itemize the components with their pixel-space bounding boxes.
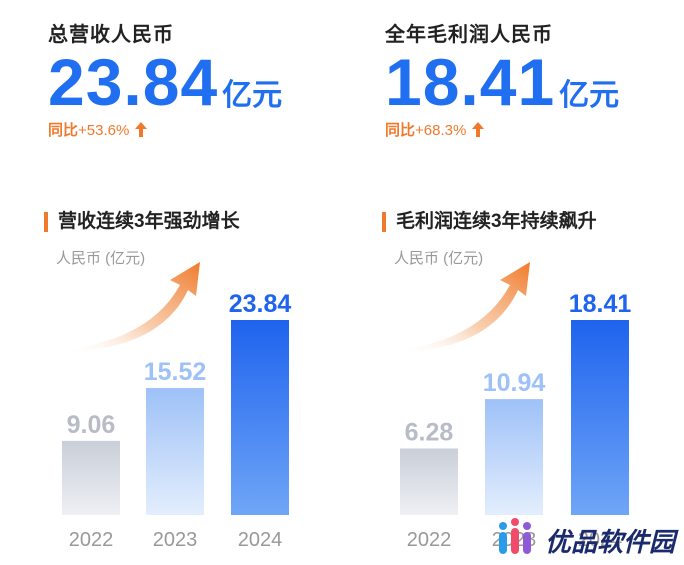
data-label: 15.52 <box>144 358 207 386</box>
bar-2023 <box>146 388 204 515</box>
bar-2022 <box>400 448 458 515</box>
chart-title-revenue: 营收连续3年强劲增长 <box>44 212 240 232</box>
kpi-unit: 亿元 <box>222 79 283 112</box>
data-label: 10.94 <box>483 369 546 397</box>
kpi-number: 23.84 <box>48 45 219 119</box>
x-tick-label: 2023 <box>153 529 198 551</box>
data-label: 9.06 <box>67 411 116 439</box>
kpi-yoy: 同比+53.6% <box>48 119 282 140</box>
kpi-number: 18.41 <box>385 45 556 119</box>
kpi-value: 18.41 亿元 <box>385 49 619 115</box>
data-label: 18.41 <box>569 290 632 318</box>
x-tick-label: 2024 <box>578 529 623 551</box>
up-arrow-icon <box>135 122 148 137</box>
yoy-value: +53.6% <box>78 122 130 139</box>
kpi-gross-profit: 全年毛利润人民币 18.41 亿元 同比+68.3% <box>385 18 619 140</box>
kpi-label: 全年毛利润人民币 <box>385 24 553 46</box>
kpi-unit: 亿元 <box>559 79 620 112</box>
people-logo-icon <box>499 518 531 554</box>
x-tick-label: 2022 <box>407 529 452 551</box>
chart-revenue: 9.06 2022 15.52 2023 23.84 2024 <box>62 290 291 551</box>
trend-arrow-icon <box>398 262 530 352</box>
chart-unit-revenue: 人民币 (亿元) <box>56 250 146 267</box>
chart-unit-profit: 人民币 (亿元) <box>394 250 484 267</box>
yoy-label: 同比 <box>385 122 416 139</box>
kpi-yoy: 同比+68.3% <box>385 119 619 140</box>
bar-2024 <box>571 320 629 515</box>
x-tick-label: 2024 <box>238 529 283 551</box>
bar-2022 <box>62 440 120 515</box>
bar-2023 <box>485 399 543 515</box>
bar-2024 <box>231 320 289 515</box>
kpi-revenue: 总营收人民币 23.84 亿元 同比+53.6% <box>48 18 282 140</box>
yoy-label: 同比 <box>48 122 79 139</box>
kpi-value: 23.84 亿元 <box>48 49 282 115</box>
trend-arrow-icon <box>62 262 200 352</box>
x-tick-label: 2022 <box>69 529 114 551</box>
chart-title-profit: 毛利润连续3年持续飙升 <box>382 212 597 232</box>
data-label: 23.84 <box>229 290 292 318</box>
kpi-label: 总营收人民币 <box>48 24 174 46</box>
watermark: 优品软件园 <box>495 516 680 560</box>
watermark-text: 优品软件园 <box>545 527 676 557</box>
data-label: 6.28 <box>405 418 454 446</box>
yoy-value: +68.3% <box>415 122 467 139</box>
up-arrow-icon <box>472 122 485 137</box>
